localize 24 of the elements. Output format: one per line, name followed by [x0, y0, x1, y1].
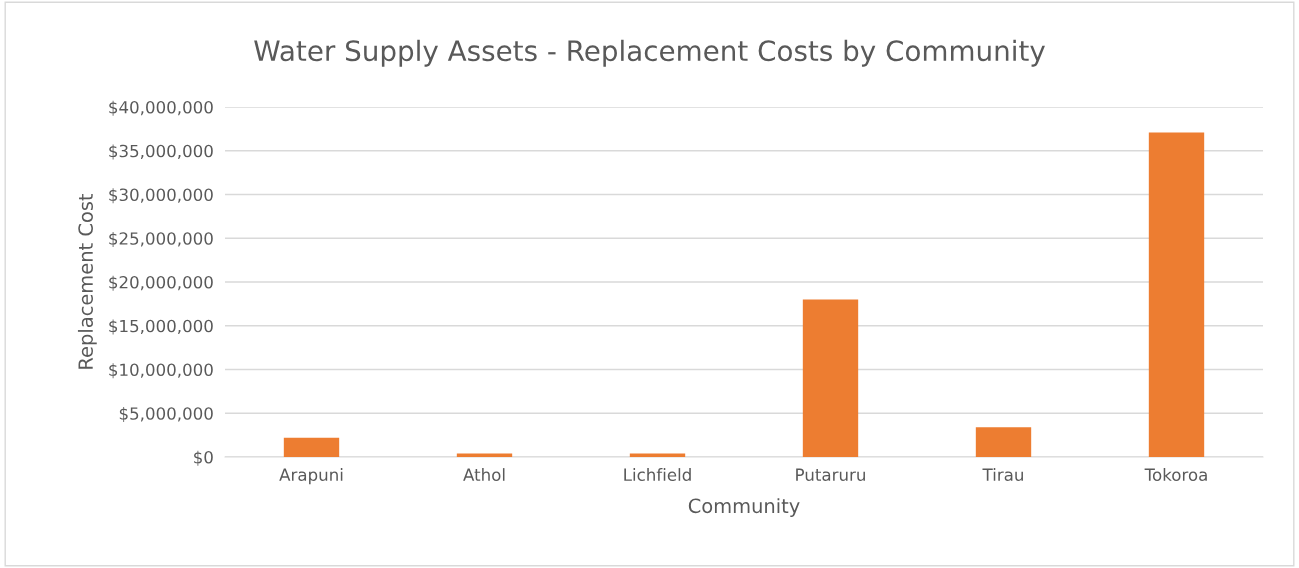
x-tick-label: Athol — [463, 468, 505, 482]
x-tick-label: Tokoroa — [1144, 468, 1207, 482]
y-tick-label: $15,000,000 — [109, 319, 213, 335]
chart-title: Water Supply Assets - Replacement Costs by Community — [254, 39, 1045, 67]
bar — [283, 437, 340, 457]
x-tick-label: Lichfield — [624, 468, 691, 482]
y-tick-label: $5,000,000 — [119, 406, 213, 423]
y-tick-label: $40,000,000 — [109, 100, 213, 116]
bar — [1148, 132, 1205, 457]
y-tick-label: $0 — [194, 450, 213, 466]
bar — [802, 299, 859, 457]
y-tick-label: $35,000,000 — [109, 144, 213, 160]
bar — [975, 427, 1032, 457]
x-tick-label: Putaruru — [796, 468, 865, 482]
y-tick-label: $20,000,000 — [109, 275, 213, 291]
bar — [629, 453, 686, 457]
y-tick-label: $30,000,000 — [109, 188, 213, 204]
y-tick-label: $10,000,000 — [109, 363, 213, 379]
bar — [456, 453, 513, 457]
x-tick-label: Tirau — [982, 468, 1023, 482]
y-axis-title: Replacement Cost — [77, 193, 97, 369]
y-tick-label: $25,000,000 — [109, 231, 213, 248]
x-axis-title: Community — [688, 498, 800, 517]
x-tick-label: Arapuni — [279, 468, 343, 485]
